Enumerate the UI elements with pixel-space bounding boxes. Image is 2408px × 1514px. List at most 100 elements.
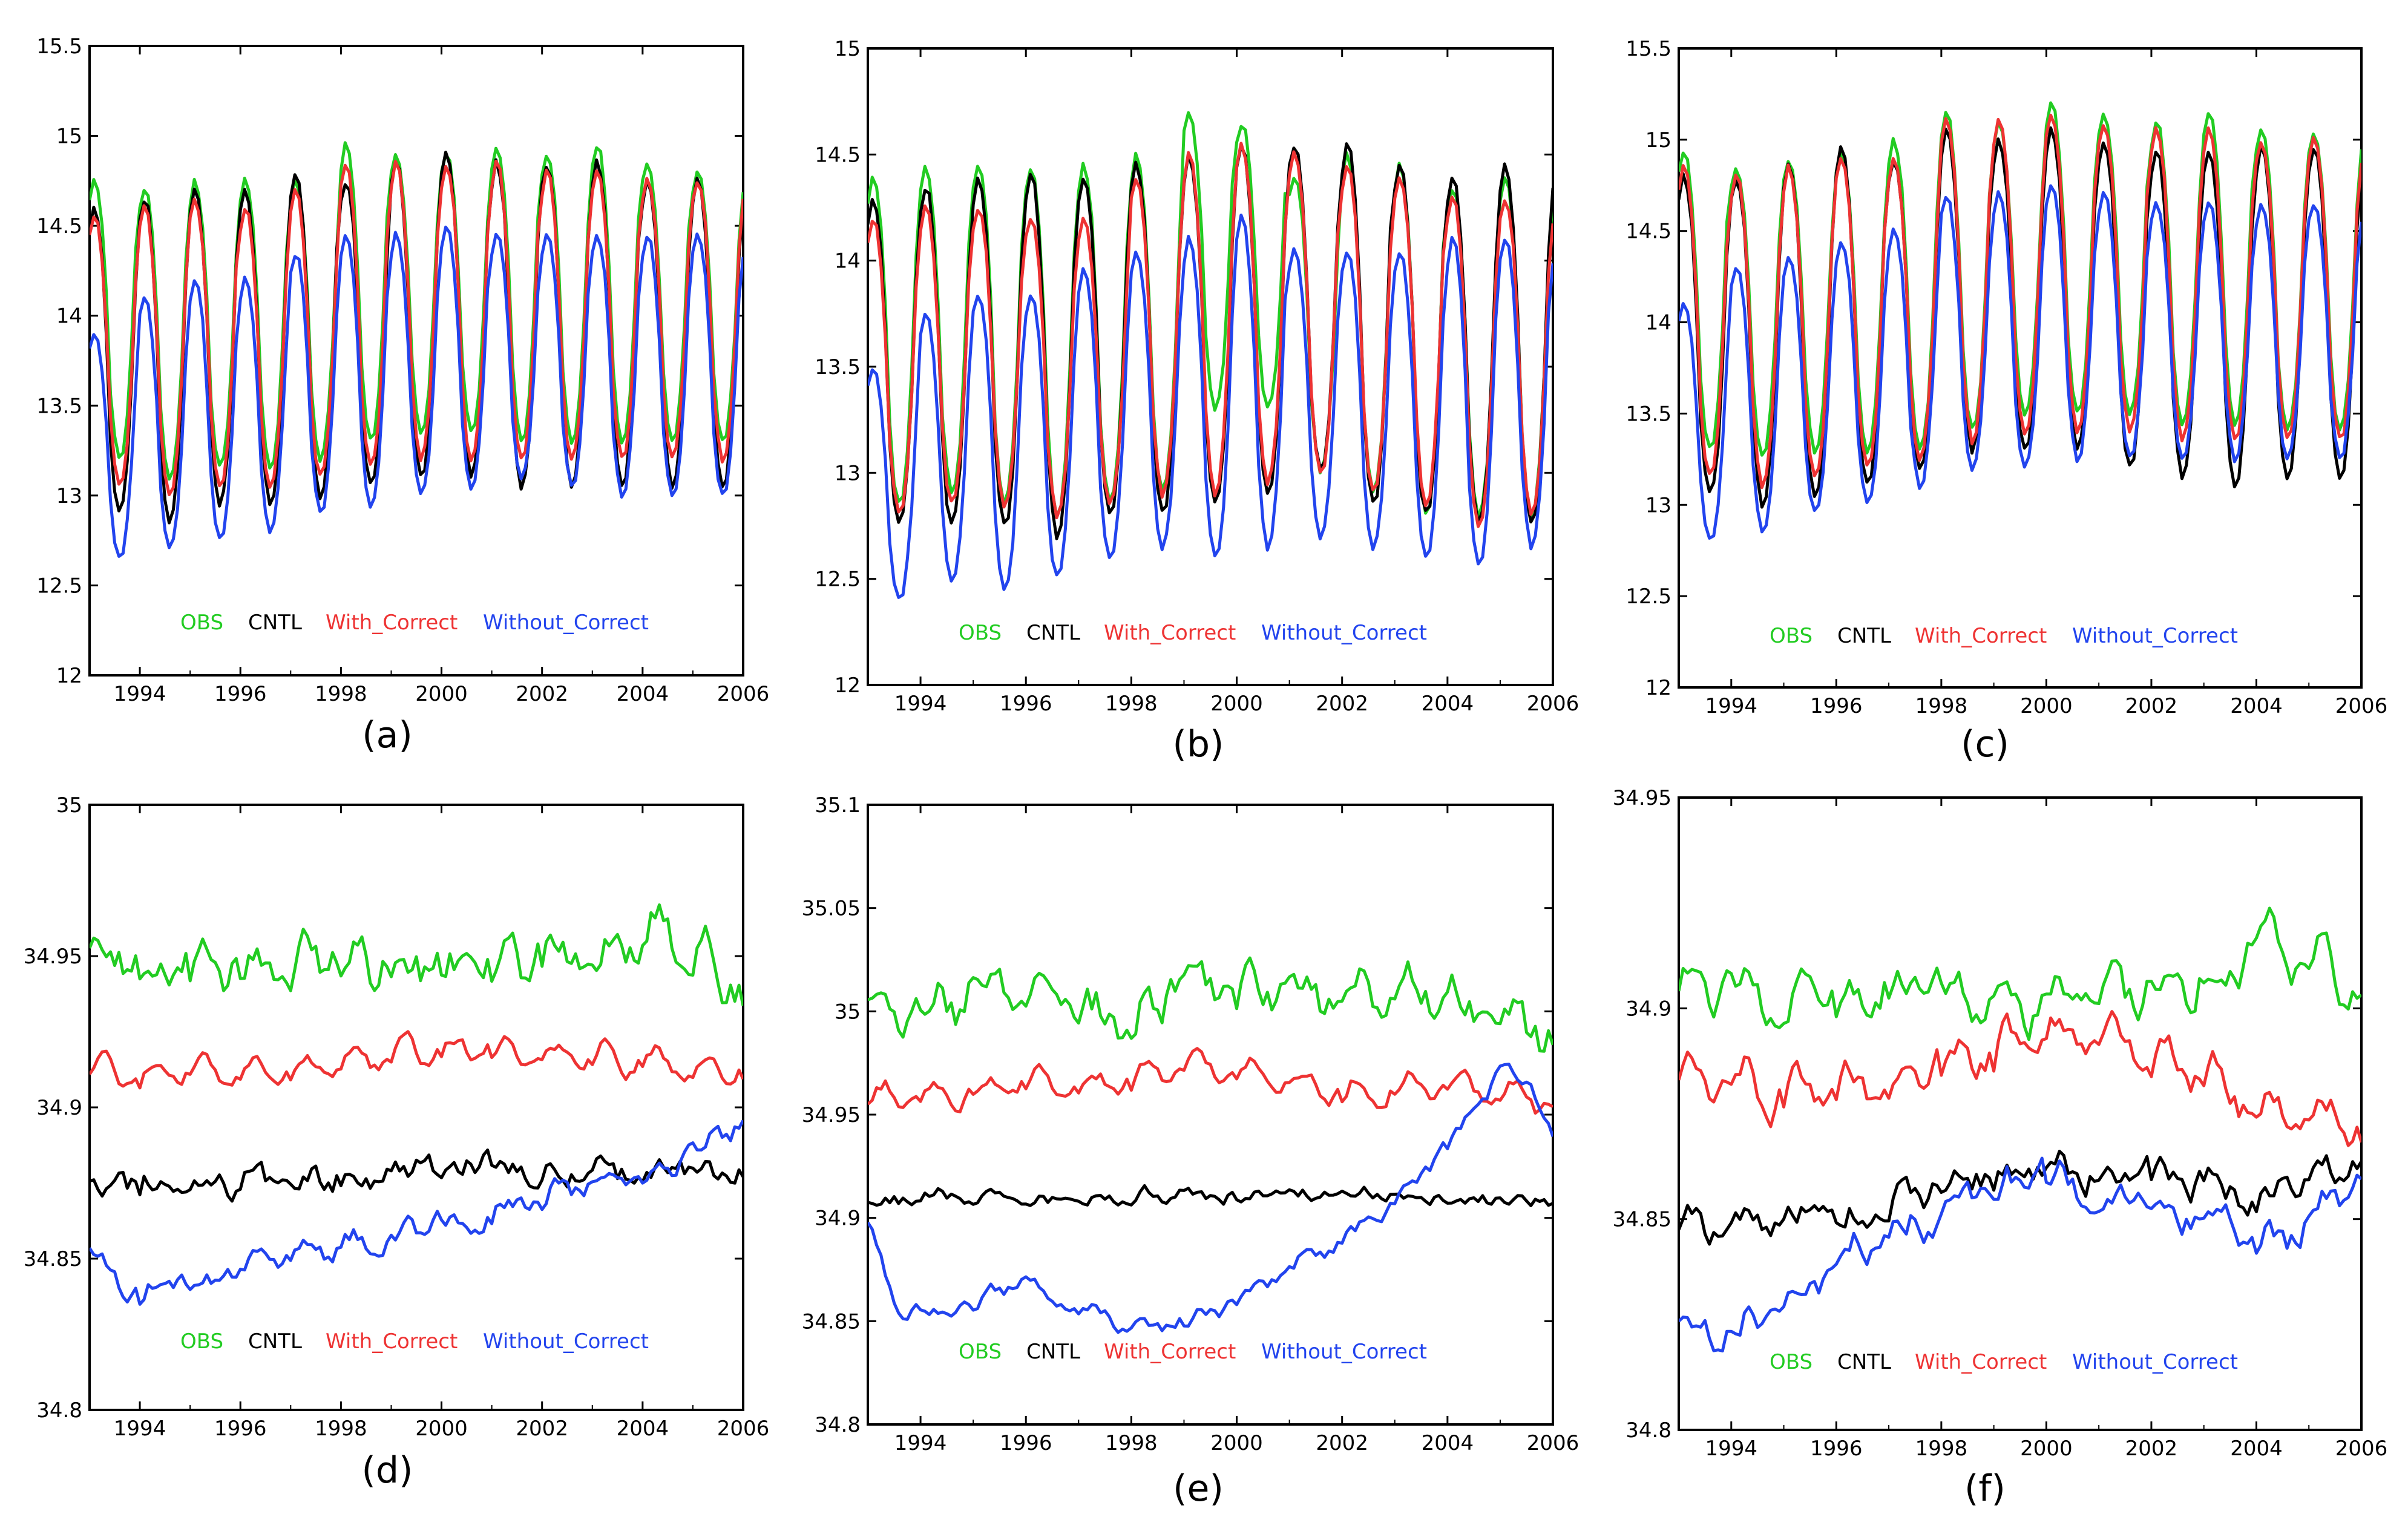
series-line-obs <box>90 903 743 1006</box>
y-tick-label: 12 <box>1645 676 1671 700</box>
x-tick-label: 1998 <box>1915 694 1968 718</box>
x-tick-label: 2004 <box>617 1417 669 1441</box>
x-tick-label: 1996 <box>1810 1437 1863 1461</box>
chart-panel-b: 1994 1996 1998 2000 2002 2004 2006 12 12.5 13 13.5… <box>815 37 1579 765</box>
series-line-obs <box>1679 906 2361 1041</box>
series-line-with-correct <box>1679 1010 2361 1147</box>
legend-item-without-correct: Without_Correct <box>483 1329 649 1354</box>
y-tick-label: 12.5 <box>36 574 82 598</box>
y-tick-label: 14.5 <box>815 143 861 167</box>
y-tick-label: 34.9 <box>815 1207 861 1231</box>
y-tick-label: 34.8 <box>815 1413 861 1437</box>
plot-frame <box>88 804 744 1411</box>
plot-frame <box>1678 796 2363 1431</box>
legend-item-with-correct: With_Correct <box>1104 1340 1236 1364</box>
legend-item-obs: OBS <box>1770 1350 1813 1374</box>
x-tick-label: 1998 <box>315 1417 367 1441</box>
x-tick-label: 1994 <box>894 692 947 716</box>
x-tick-label: 1994 <box>114 1417 166 1441</box>
panel-label: (b) <box>1173 723 1224 765</box>
legend-item-cntl: CNTL <box>1026 621 1080 645</box>
legend-item-with-correct: With_Correct <box>326 1329 458 1354</box>
x-tick-label: 1998 <box>315 682 367 706</box>
series-line-cntl <box>1679 1150 2361 1246</box>
legend-item-obs: OBS <box>180 611 223 635</box>
y-tick-label: 35.1 <box>815 793 861 818</box>
y-tick-label: 15.5 <box>1626 37 1671 61</box>
x-tick-label: 1994 <box>894 1431 947 1455</box>
x-tick-label: 2000 <box>1210 1431 1263 1455</box>
x-tick-label: 1996 <box>1000 1431 1052 1455</box>
y-tick-label: 34.85 <box>24 1247 82 1271</box>
y-tick-label: 15 <box>1645 128 1671 152</box>
y-tick-label: 34.8 <box>36 1398 82 1423</box>
legend-item-with-correct: With_Correct <box>1915 1350 2047 1374</box>
chart-panel-f: 1994 1996 1998 2000 2002 2004 2006 34.8 34.85 34.… <box>1613 786 2388 1510</box>
legend-item-without-correct: Without_Correct <box>1261 1340 1427 1364</box>
series-line-without-correct <box>1679 184 2361 540</box>
series-group <box>90 141 743 558</box>
x-tick-label: 2002 <box>2125 694 2178 718</box>
x-tick-label: 1996 <box>214 1417 267 1441</box>
panel-label: (d) <box>362 1449 413 1492</box>
y-tick-label: 34.95 <box>1613 786 1671 810</box>
x-tick-label: 2002 <box>1316 692 1368 716</box>
y-tick-label: 34.95 <box>802 1103 861 1127</box>
legend-item-with-correct: With_Correct <box>1915 624 2047 648</box>
x-tick-label: 1996 <box>214 682 267 706</box>
y-tick-label: 13 <box>56 484 82 508</box>
series-group <box>1679 101 2361 540</box>
x-tick-label: 1994 <box>1705 1437 1758 1461</box>
series-line-with-correct <box>1679 113 2361 490</box>
panel-label: (a) <box>362 714 413 756</box>
series-line-without-correct <box>868 1063 1553 1334</box>
x-tick-label: 2002 <box>2125 1437 2178 1461</box>
y-tick-label: 15 <box>835 37 861 61</box>
series-line-without-correct <box>90 225 743 558</box>
x-tick-label: 1996 <box>1810 694 1863 718</box>
legend-item-obs: OBS <box>959 621 1002 645</box>
y-tick-label: 12.5 <box>815 568 861 592</box>
series-group <box>90 903 743 1306</box>
legend-item-cntl: CNTL <box>248 611 302 635</box>
y-tick-label: 34.85 <box>1613 1208 1671 1232</box>
panel-label: (c) <box>1961 723 2009 765</box>
x-tick-label: 2002 <box>516 1417 568 1441</box>
series-line-cntl <box>90 1149 743 1203</box>
legend-item-without-correct: Without_Correct <box>2072 1350 2238 1374</box>
plot-frame <box>867 804 1554 1426</box>
x-tick-label: 2000 <box>415 682 468 706</box>
legend-item-obs: OBS <box>959 1340 1002 1364</box>
x-tick-label: 2004 <box>1422 1431 1474 1455</box>
legend-item-cntl: CNTL <box>1837 1350 1891 1374</box>
legend-item-without-correct: Without_Correct <box>483 611 649 635</box>
x-tick-label: 2000 <box>2020 694 2073 718</box>
chart-panel-a: 1994 1996 1998 2000 2002 2004 2006 12 12.5 13 13.5… <box>36 34 769 756</box>
y-tick-label: 35 <box>835 1000 861 1024</box>
y-tick-label: 15 <box>56 125 82 149</box>
y-tick-label: 34.95 <box>24 945 82 969</box>
y-tick-label: 13 <box>835 461 861 485</box>
series-group <box>1679 906 2361 1352</box>
x-tick-label: 2000 <box>415 1417 468 1441</box>
plot-frame <box>88 45 744 677</box>
x-tick-label: 1994 <box>1705 694 1758 718</box>
x-tick-label: 1996 <box>1000 692 1052 716</box>
y-tick-label: 14 <box>835 249 861 274</box>
series-line-with-correct <box>868 142 1553 528</box>
x-tick-label: 2006 <box>1527 1431 1580 1455</box>
legend-item-cntl: CNTL <box>1837 624 1891 648</box>
x-tick-label: 2006 <box>717 682 770 706</box>
legend-item-cntl: CNTL <box>1026 1340 1080 1364</box>
series-line-cntl <box>868 1184 1553 1207</box>
x-tick-label: 2004 <box>617 682 669 706</box>
y-tick-label: 13.5 <box>36 394 82 418</box>
x-tick-label: 2000 <box>2020 1437 2073 1461</box>
x-tick-label: 1998 <box>1105 692 1158 716</box>
chart-panel-c: 1994 1996 1998 2000 2002 2004 2006 12 12.5 13 13.5… <box>1626 37 2387 765</box>
y-tick-label: 34.8 <box>1626 1418 1671 1443</box>
y-tick-label: 35.05 <box>802 897 861 921</box>
series-line-with-correct <box>90 1030 743 1090</box>
legend-item-without-correct: Without_Correct <box>2072 624 2238 648</box>
y-tick-label: 34.9 <box>1626 997 1671 1021</box>
